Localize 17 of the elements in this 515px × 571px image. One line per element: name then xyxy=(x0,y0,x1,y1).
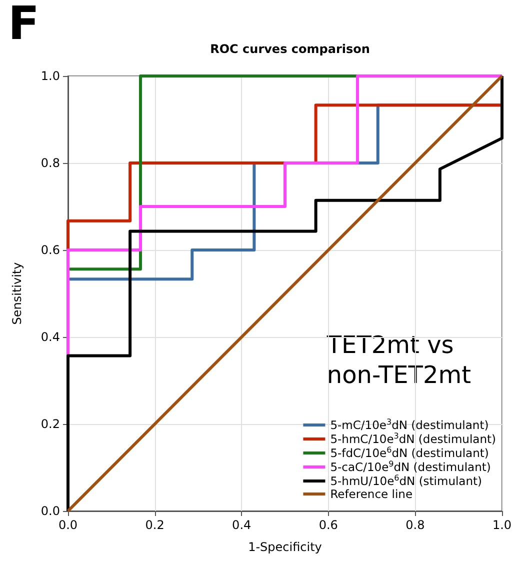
x-tick-label: 0.6 xyxy=(318,518,338,532)
x-tick-label: 0.4 xyxy=(232,518,252,532)
y-tick-label: 0.8 xyxy=(40,156,60,170)
legend-label: Reference line xyxy=(330,487,413,501)
x-tick-label: 0.8 xyxy=(406,518,425,532)
x-tick-label: 0.2 xyxy=(145,518,164,532)
x-axis-title: 1-Specificity xyxy=(248,540,322,554)
y-tick-label: 0.2 xyxy=(40,417,60,431)
y-tick-label: 0.6 xyxy=(40,243,60,257)
y-tick-label: 0.4 xyxy=(40,330,60,344)
y-axis-title: Sensitivity xyxy=(10,262,24,325)
text: F xyxy=(8,0,40,50)
chart-title: ROC curves comparison xyxy=(210,42,370,56)
x-tick-label: 1.0 xyxy=(492,518,512,532)
x-tick-label: 0.0 xyxy=(58,518,78,532)
y-tick-label: 1.0 xyxy=(40,69,60,83)
y-tick-label: 0.0 xyxy=(40,504,60,518)
